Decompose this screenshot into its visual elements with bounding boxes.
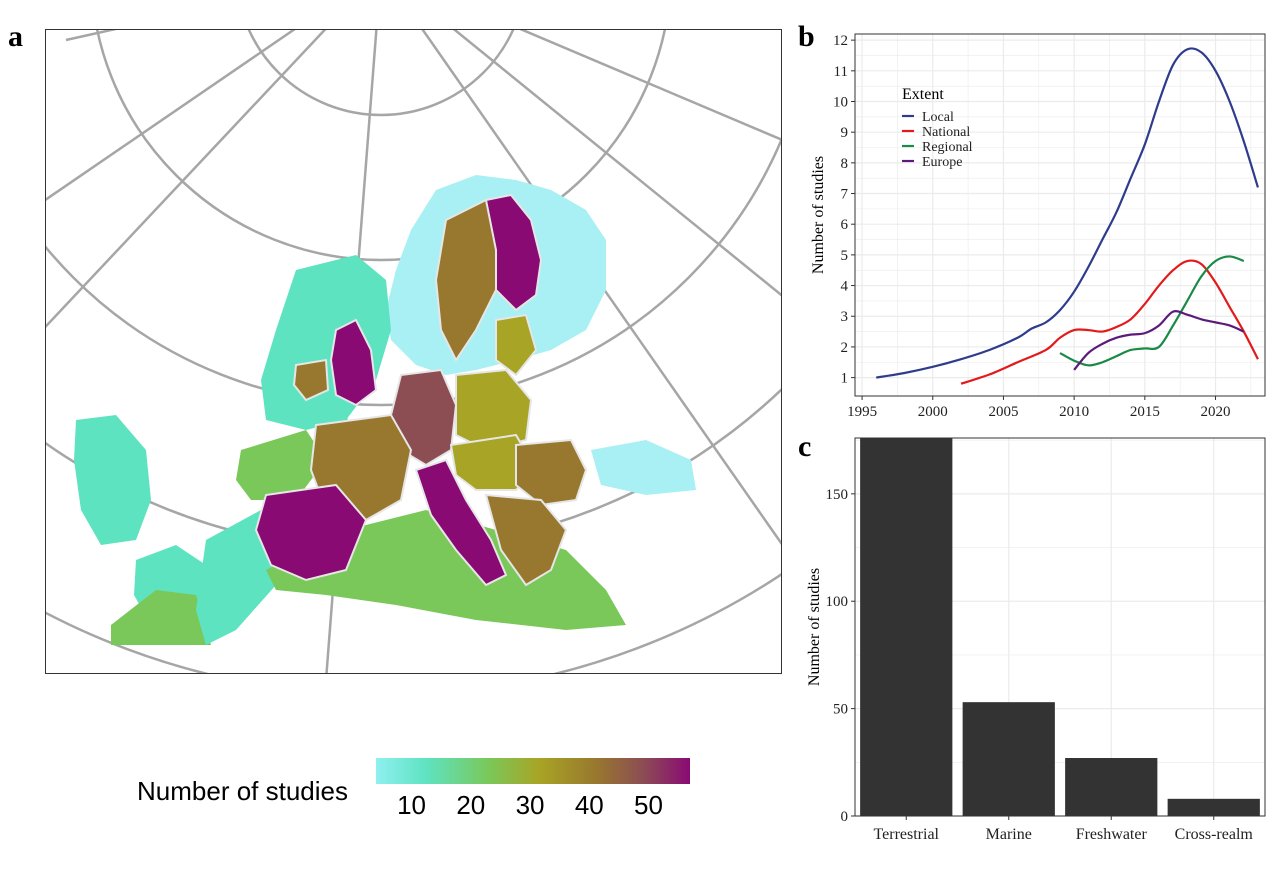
y-tick-label: 10 [833, 94, 848, 110]
plot-border [854, 33, 1266, 397]
plot-border [854, 437, 1266, 817]
graticule-meridian [46, 30, 327, 329]
map-legend-title: Number of studies [137, 776, 348, 806]
y-tick-label: 150 [826, 487, 849, 503]
map-legend-ticks: 10 20 30 40 50 [376, 790, 690, 830]
country-poland [455, 368, 533, 452]
y-tick-label: 2 [841, 340, 849, 356]
y-tick-label: 12 [833, 33, 848, 49]
sea-azores [74, 415, 151, 545]
bar-terrestrial [860, 438, 953, 816]
bar-marine [962, 702, 1055, 816]
country-ireland [292, 358, 330, 402]
legend-tick-label: 20 [456, 790, 486, 820]
legend-entry-regional: Regional [922, 140, 973, 155]
y-tick-label: 1 [841, 371, 849, 387]
x-tick-label: 2000 [918, 404, 948, 420]
y-tick-label: 100 [826, 594, 849, 610]
europe-choropleth-map [46, 30, 781, 673]
marine-zones [74, 175, 696, 645]
bar-cross-realm [1167, 798, 1260, 816]
x-tick-label: 2005 [988, 404, 1018, 420]
graticule-meridian [519, 30, 781, 141]
x-tick-label: 2015 [1130, 404, 1160, 420]
y-tick-label: 11 [834, 64, 848, 80]
legend-entry-local: Local [922, 110, 954, 125]
europe-map-panel [45, 29, 782, 674]
graticule-meridian [46, 30, 296, 201]
sea-black [591, 440, 696, 495]
y-tick-label: 5 [841, 248, 849, 264]
map-legend-colorbar [376, 758, 690, 784]
y-tick-label: 8 [841, 156, 849, 172]
legend-tick-label: 30 [515, 790, 545, 820]
legend-tick-label: 50 [634, 790, 663, 820]
y-tick-label: 3 [841, 309, 849, 325]
country-central-europe [449, 433, 538, 491]
bar-chart-realm: Terrestrial Marine Freshwater Cross-realm 0 5… [806, 437, 1266, 843]
country-balkans [484, 493, 568, 587]
countries [254, 193, 588, 587]
graticule-parallel [247, 30, 515, 117]
legend-tick-label: 10 [397, 790, 427, 820]
graticule-parallel [96, 30, 666, 262]
y-axis-label: Number of studies [806, 568, 823, 686]
series-line-local [876, 47, 1259, 379]
panel-label-a: a [8, 20, 23, 53]
graticule-meridian [452, 30, 781, 297]
legend-tick-label: 40 [574, 790, 604, 820]
legend-entry-national: National [922, 125, 970, 140]
x-tick-label: Marine [986, 826, 1032, 843]
country-sweden-norway [434, 198, 497, 362]
x-tick-label: Cross-realm [1175, 826, 1254, 843]
x-tick-label: 2010 [1059, 404, 1089, 420]
y-tick-label: 50 [833, 702, 848, 718]
graticule-parallel [46, 137, 781, 407]
y-tick-label: 6 [841, 217, 849, 233]
y-tick-label: 0 [841, 809, 849, 825]
y-tick-label: 4 [841, 279, 849, 295]
bar-freshwater [1065, 758, 1158, 816]
panel-label-c: c [798, 430, 812, 463]
y-tick-label: 9 [841, 125, 849, 141]
line-chart-grid [855, 34, 1265, 396]
series-line-europe [1073, 310, 1245, 371]
legend-title: Extent [902, 86, 944, 103]
legend-entry-europe: Europe [922, 155, 962, 170]
country-uk [329, 318, 378, 407]
y-tick-label: 7 [841, 187, 849, 203]
country-italy [414, 458, 508, 587]
country-romania [515, 438, 588, 507]
series-line-national [960, 259, 1259, 385]
country-baltics [495, 313, 538, 377]
x-tick-label: 1995 [847, 404, 877, 420]
x-tick-label: Freshwater [1076, 826, 1148, 843]
panel-label-b: b [798, 20, 815, 53]
sea-canaries [111, 590, 211, 645]
x-tick-label: 2020 [1201, 404, 1231, 420]
x-tick-label: Terrestrial [873, 826, 939, 843]
sea-bay-of-biscay [236, 430, 326, 500]
series-line-regional [1059, 255, 1245, 367]
country-spain-portugal [254, 483, 368, 582]
graticule-meridian [65, 30, 117, 42]
y-axis-label: Number of studies [810, 156, 827, 274]
